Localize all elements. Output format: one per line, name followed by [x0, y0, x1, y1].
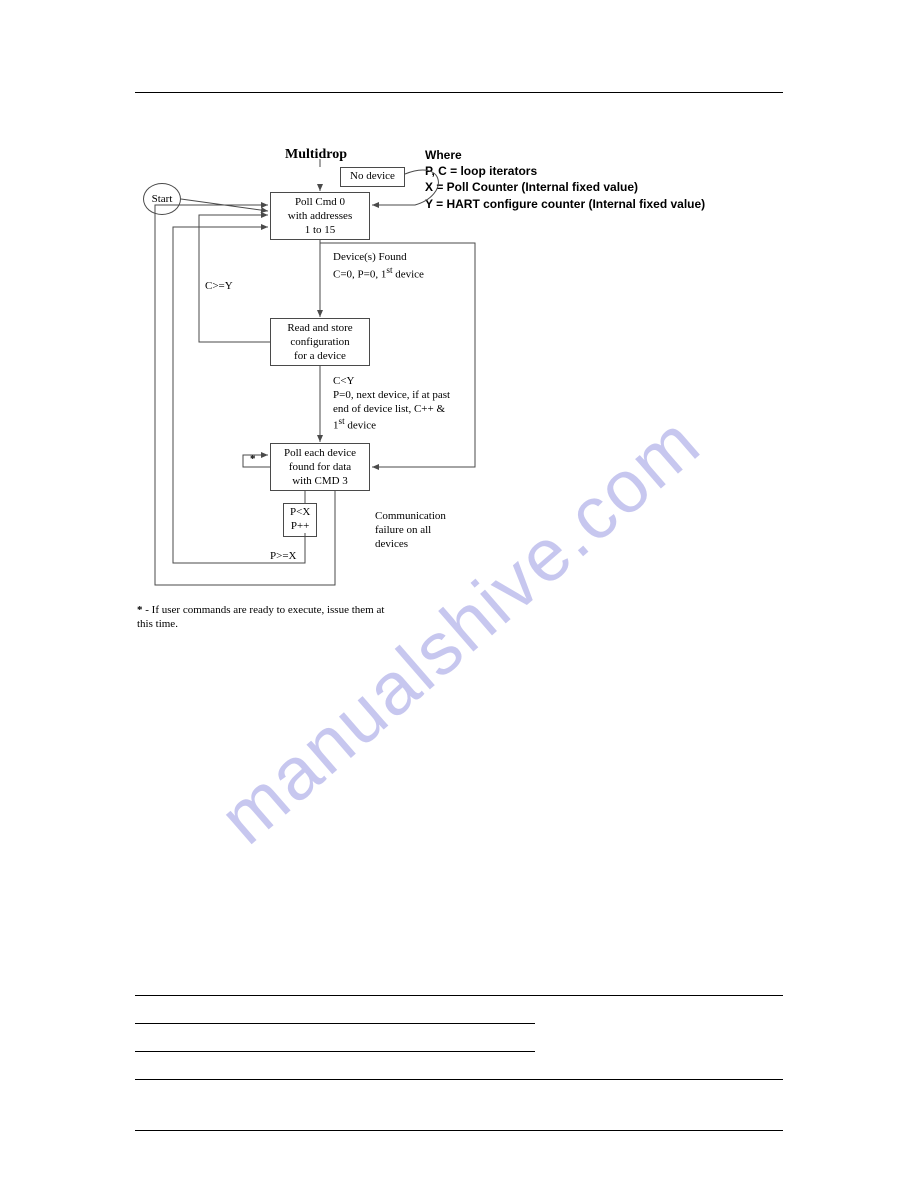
- cly-label: C<Y P=0, next device, if at past end of …: [333, 375, 450, 434]
- cgey-label: C>=Y: [205, 280, 233, 294]
- rule-1: [135, 995, 783, 996]
- rule-3: [135, 1051, 535, 1052]
- devfound-label: Device(s) Found C=0, P=0, 1st device: [333, 251, 424, 282]
- read-store-box: Read and store configuration for a devic…: [270, 318, 370, 366]
- bottom-rules-group: [135, 995, 783, 1107]
- devfound-suffix: device: [392, 268, 423, 280]
- rule-4: [135, 1079, 783, 1080]
- nodevice-box: No device: [340, 167, 405, 187]
- pgex-label: P>=X: [270, 550, 296, 564]
- cly-suffix: device: [345, 420, 376, 432]
- px-box: P<X P++: [283, 503, 317, 537]
- footer-rule: [135, 1130, 783, 1131]
- top-rule: [135, 92, 783, 93]
- start-node: Start: [143, 183, 181, 215]
- commfail-label: Communication failure on all devices: [375, 510, 446, 551]
- flowchart-multidrop: Multidrop Where P, C = loop iterators X …: [135, 155, 755, 655]
- poll-cmd0-box: Poll Cmd 0 with addresses 1 to 15: [270, 192, 370, 240]
- star-label: *: [250, 453, 256, 467]
- footnote-text: - If user commands are ready to execute,…: [137, 604, 384, 630]
- poll-each-box: Poll each device found for data with CMD…: [270, 443, 370, 491]
- rule-2: [135, 1023, 535, 1024]
- footnote: * - If user commands are ready to execut…: [137, 603, 387, 632]
